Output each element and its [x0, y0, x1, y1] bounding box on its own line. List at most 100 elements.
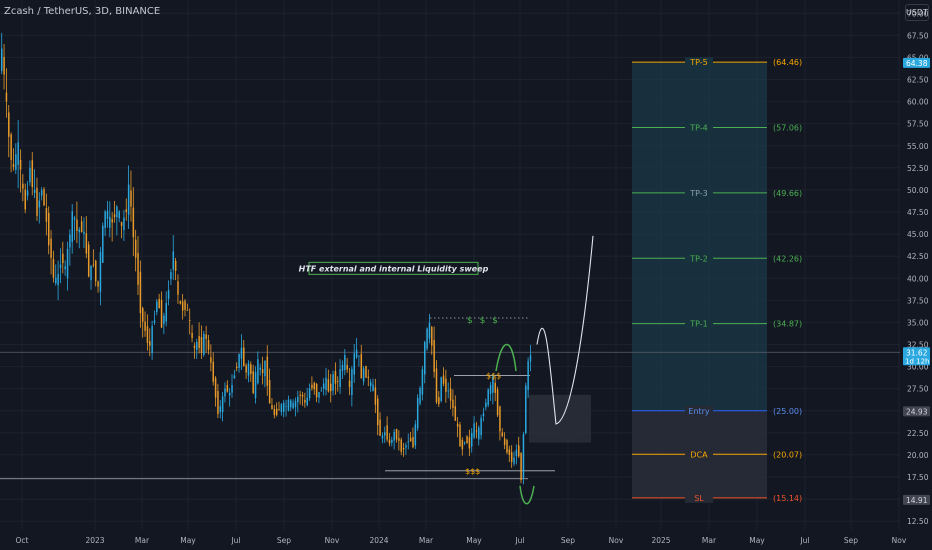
candle — [252, 364, 254, 395]
candle-body — [304, 399, 306, 403]
candle — [299, 390, 301, 405]
candle — [351, 365, 353, 407]
candle-body — [487, 389, 489, 406]
candle — [297, 390, 299, 413]
x-tick-label: Oct — [16, 536, 29, 545]
candle — [240, 334, 243, 371]
candle — [26, 181, 29, 201]
symbol-title[interactable]: Zcash / TetherUS, 3D, BINANCE — [4, 6, 161, 17]
candle-body — [478, 427, 480, 440]
target-zone — [632, 62, 767, 411]
candle-body — [278, 409, 280, 411]
candle-body — [461, 439, 464, 450]
candle — [285, 399, 287, 417]
y-tick-label: 17.50 — [907, 473, 929, 482]
candle — [466, 435, 468, 445]
liquidity-label-low: $$$ — [465, 467, 480, 476]
candle-body — [325, 377, 327, 391]
candle — [5, 68, 8, 118]
candle-body — [254, 372, 257, 399]
candle — [92, 249, 95, 268]
candle-body — [167, 290, 170, 299]
candle-body — [19, 160, 22, 170]
candle — [482, 407, 485, 422]
sweep-annotation-text: HTF external and internal Liquidity swee… — [299, 264, 489, 273]
candle-body — [266, 356, 269, 386]
candle — [167, 280, 170, 306]
price-badge: 64.38 — [903, 57, 930, 68]
candle-body — [221, 396, 224, 413]
candle-body — [257, 359, 259, 384]
candle-body — [322, 383, 325, 389]
candle-body — [259, 367, 261, 370]
candle — [520, 452, 522, 484]
candle-body — [320, 390, 323, 392]
candle — [151, 320, 153, 360]
currency-unit-button[interactable]: USDT — [905, 4, 929, 21]
candle-body — [247, 363, 250, 376]
candle-body — [480, 417, 482, 436]
candle — [10, 132, 12, 173]
candle — [508, 445, 511, 463]
candle — [322, 378, 325, 396]
price-level-tp-2: TP-2 (42.26) — [632, 253, 802, 264]
candle — [445, 369, 447, 403]
candle — [33, 169, 36, 199]
candle — [264, 360, 266, 388]
candle-body — [45, 207, 48, 222]
candle-body — [139, 271, 142, 314]
candle-body — [355, 349, 358, 358]
candle-body — [228, 392, 231, 396]
candle — [156, 298, 158, 316]
candle-body — [421, 369, 424, 395]
candle-body — [205, 334, 207, 339]
candle — [315, 383, 318, 403]
x-tick-label: May — [466, 536, 482, 545]
candle-body — [73, 217, 76, 220]
candle — [85, 216, 88, 259]
price-badge-value: 24.93 — [906, 407, 928, 416]
candle — [226, 380, 229, 393]
candle-body — [226, 385, 229, 392]
candle — [189, 308, 191, 335]
x-tick-label: Mar — [702, 536, 717, 545]
candle — [207, 334, 210, 355]
liquidity-label-mid: $$$ — [486, 371, 501, 380]
candle-body — [240, 347, 243, 359]
candle-body — [334, 371, 337, 384]
candle-body — [43, 189, 45, 206]
candle — [38, 192, 41, 224]
price-level-value: (34.87) — [773, 320, 802, 329]
candle-body — [341, 364, 344, 371]
price-badge-box — [903, 347, 930, 366]
candle-body — [92, 264, 95, 266]
candle-body — [393, 431, 395, 441]
price-level-value: (57.06) — [773, 124, 802, 133]
price-level-entry: Entry (25.00) — [632, 405, 802, 416]
candle-body — [22, 183, 24, 189]
candle-body — [287, 399, 290, 411]
y-tick-label: 22.50 — [907, 429, 929, 438]
candle — [384, 426, 386, 443]
candle-body — [499, 406, 501, 432]
candle-body — [198, 336, 200, 348]
candle — [510, 445, 513, 468]
candle — [177, 274, 179, 304]
candle — [325, 367, 327, 396]
candle — [409, 432, 412, 442]
x-tick-label: 2024 — [369, 536, 388, 545]
candle-body — [386, 425, 388, 440]
candle-body — [273, 408, 276, 416]
candle-body — [193, 345, 196, 349]
candle-body — [426, 328, 428, 349]
price-badge-box — [903, 406, 930, 417]
candle-body — [510, 452, 513, 462]
candle — [153, 310, 156, 326]
candle-body — [377, 398, 379, 426]
candle — [132, 187, 135, 257]
candle-body — [149, 341, 151, 346]
candle-body — [513, 457, 515, 464]
candle — [478, 425, 480, 446]
candle — [212, 352, 214, 386]
